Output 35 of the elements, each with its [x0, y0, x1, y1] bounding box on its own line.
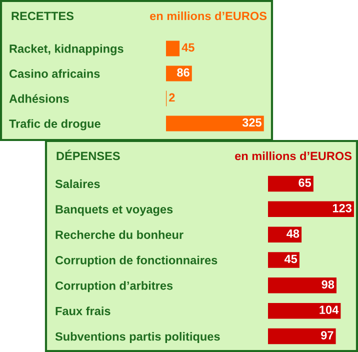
bar	[268, 226, 302, 242]
data-label: 48	[286, 229, 300, 238]
y-tick-label: Adhésions	[9, 94, 69, 103]
y-tick-label: Salaires	[55, 179, 100, 188]
bar	[166, 116, 264, 132]
data-label: 65	[298, 178, 312, 187]
bar	[268, 201, 354, 218]
text: DÉPENSES	[56, 150, 120, 160]
text: RECETTES	[12, 12, 74, 20]
chart-subtitle: en millions d’EUROS	[150, 12, 267, 20]
bar	[166, 40, 180, 56]
data-label: 325	[242, 118, 262, 127]
bar	[268, 176, 314, 192]
bar	[268, 328, 336, 344]
data-label: 97	[321, 331, 334, 340]
y-tick-label: Subventions partis politiques	[55, 332, 220, 344]
y-tick-label: Racket, kidnappings	[10, 44, 124, 56]
data-label: 98	[322, 280, 334, 289]
data-label: 104	[320, 306, 339, 314]
data-label: 45	[284, 254, 298, 264]
y-tick-label: Trafic de drogue	[9, 119, 100, 130]
y-tick-label: Recherche du bonheur	[56, 230, 184, 239]
bar	[268, 302, 341, 319]
y-tick-label: Corruption de fonctionnaires	[55, 256, 218, 267]
data-label: 45	[182, 43, 194, 52]
y-tick-label: Banquets et voyages	[56, 205, 173, 216]
bar	[268, 252, 300, 268]
y-tick-label: Faux frais	[56, 306, 110, 316]
data-label: 123	[332, 204, 352, 212]
y-tick-label: Casino africains	[9, 69, 100, 78]
bar	[268, 278, 336, 294]
y-tick-label: Corruption d’arbitres	[55, 281, 173, 292]
data-label: 2	[169, 93, 175, 102]
chart-subtitle: en millions d’EUROS	[235, 151, 352, 160]
data-label: 86	[177, 68, 190, 77]
